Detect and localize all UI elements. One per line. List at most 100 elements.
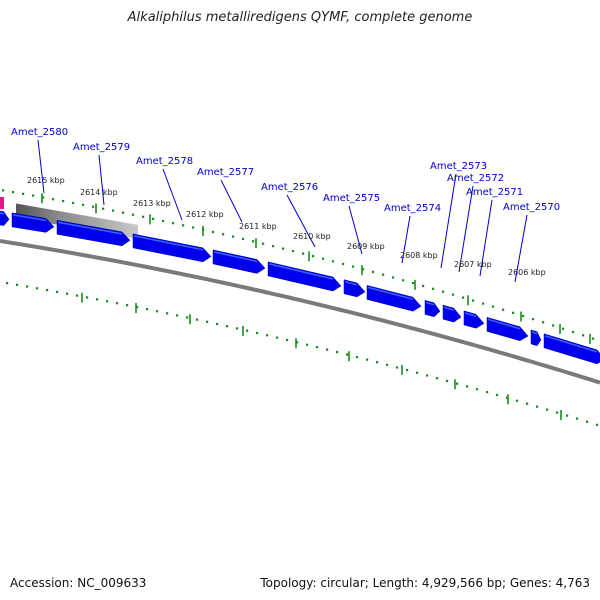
scale-dot: [342, 262, 345, 266]
gene-arrow: [0, 210, 10, 226]
scale-dot: [66, 292, 69, 295]
scale-dot: [256, 331, 259, 335]
scale-dot: [42, 196, 45, 199]
scale-dot: [262, 242, 265, 245]
scale-dot: [432, 287, 435, 290]
scale-dot: [532, 317, 535, 321]
gene-arrow-highlight: [425, 301, 435, 306]
scale-dot: [112, 209, 115, 212]
scale-dot: [46, 288, 49, 292]
scale-dot: [356, 356, 359, 359]
map-title: Alkaliphilus metalliredigens QYMF, compl…: [127, 10, 473, 25]
scale-dot: [366, 358, 369, 361]
scale-dot: [382, 273, 385, 276]
scale-dot: [132, 213, 135, 216]
scale-dot: [56, 290, 59, 293]
gene-arrow-highlight: [0, 212, 4, 215]
scale-dot: [286, 338, 289, 342]
gene-arrow-highlight: [367, 286, 414, 300]
scale-dot: [502, 308, 505, 311]
leader-line: [401, 215, 411, 264]
scale-dot: [482, 302, 485, 305]
scale-dot: [252, 240, 255, 243]
scale-dot: [346, 353, 349, 356]
leader-line: [348, 205, 363, 255]
gene-label: Amet_2577: [197, 167, 254, 178]
scale-dot: [492, 305, 495, 308]
leader-line: [514, 214, 528, 283]
gene-arrow-highlight: [464, 312, 477, 317]
scale-dot: [176, 314, 179, 317]
scale-dot: [142, 215, 145, 218]
scale-dot: [436, 377, 439, 380]
scale-dot: [162, 219, 165, 223]
scale-dot: [406, 368, 409, 372]
leader-line: [458, 185, 474, 273]
tick-label: 2607 kbp: [454, 260, 492, 269]
scale-dot: [246, 329, 249, 332]
scale-dot: [412, 281, 415, 285]
scale-dot: [566, 414, 569, 417]
scale-dot: [556, 411, 559, 414]
scale-dot: [462, 296, 465, 299]
gene-label: Amet_2575: [323, 193, 380, 204]
scale-dot: [322, 257, 325, 260]
scale-dot: [36, 287, 39, 290]
scale-dot: [192, 226, 195, 229]
scale-dot: [582, 334, 585, 337]
gene-arrow-highlight: [213, 251, 258, 263]
scale-dot: [302, 252, 305, 255]
gene-arrow: [530, 329, 542, 347]
gene-arrow-highlight: [57, 221, 123, 235]
scale-dot: [516, 399, 519, 402]
scale-dot: [422, 284, 425, 288]
leader-line: [162, 168, 183, 221]
tick-label: 2611 kbp: [239, 222, 277, 231]
scale-dot: [486, 390, 489, 394]
scale-dot: [122, 211, 125, 214]
scale-dot: [352, 265, 355, 268]
gene-label: Amet_2570: [503, 202, 560, 213]
scale-dot: [52, 198, 55, 201]
tick-label: 2608 kbp: [400, 251, 438, 260]
scale-dot: [106, 300, 109, 303]
scale-dot: [282, 247, 285, 250]
gene-arrow: [486, 316, 529, 342]
scale-dot: [402, 279, 405, 282]
gene-arrow-highlight: [443, 306, 455, 311]
gene-arrow-highlight: [133, 235, 204, 251]
gene-arrow-highlight: [268, 263, 334, 280]
scale-dot: [452, 293, 455, 296]
scale-dot: [172, 222, 175, 225]
scale-dot: [456, 382, 459, 385]
gene-label: Amet_2576: [261, 182, 318, 193]
gene-label: Amet_2580: [11, 127, 68, 138]
scale-dot: [386, 363, 389, 366]
scale-dot: [496, 393, 499, 397]
leader-line: [98, 154, 105, 206]
leader-line: [220, 179, 243, 223]
gene-label: Amet_2579: [73, 142, 130, 153]
scale-dot: [562, 327, 565, 330]
scale-dot: [92, 205, 95, 208]
leader-line: [286, 194, 316, 248]
leader-line: [479, 199, 493, 277]
tick-labels: 2615 kbp 2614 kbp 2613 kbp 2612 kbp 2611 kbp…: [27, 176, 546, 277]
scale-dot: [362, 268, 365, 271]
gene-arrows: [0, 210, 600, 365]
gene-arrow-highlight: [12, 214, 47, 222]
scale-dot: [212, 230, 215, 234]
scale-dot: [572, 330, 575, 334]
gene-label: Amet_2571: [466, 187, 523, 198]
gene-arrow: [366, 285, 422, 312]
scale-dot: [72, 201, 75, 205]
scale-dot: [392, 276, 395, 279]
scale-dot: [82, 203, 85, 206]
gene-arrow: [424, 300, 441, 318]
scale-dot: [226, 325, 229, 328]
scale-dot: [276, 336, 279, 339]
scale-dot: [332, 260, 335, 263]
scale-dot: [446, 379, 449, 382]
scale-dot: [136, 306, 139, 309]
